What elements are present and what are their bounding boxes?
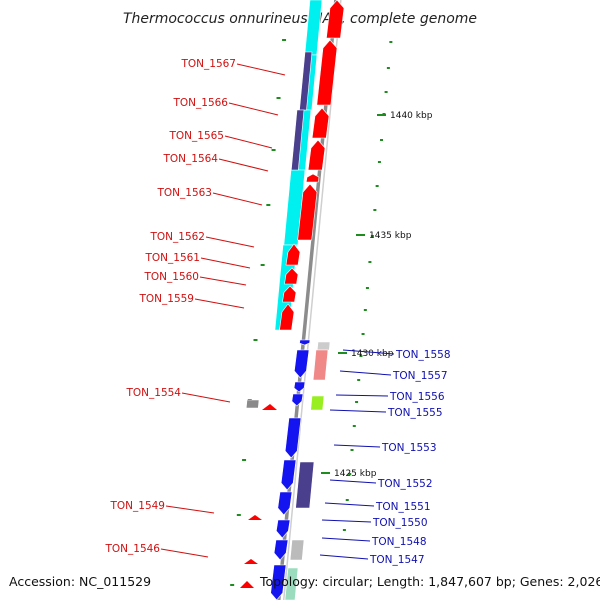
cyan-gene-block (283, 169, 306, 246)
right-gene-label[interactable]: TON_1558 (395, 349, 451, 361)
right-gene-label[interactable]: TON_1557 (392, 370, 448, 382)
right-label-leader (342, 349, 395, 355)
green-gene-block (310, 395, 325, 411)
left-gene-label[interactable]: TON_1567 (180, 58, 236, 70)
navy-gene-block (299, 51, 313, 111)
red-gene-arrow (240, 581, 254, 588)
blue-gene-arrow (291, 393, 304, 407)
right-label-leader (324, 502, 375, 507)
red-gene-arrow (285, 243, 301, 266)
left-label-leader (181, 392, 231, 403)
pink-gene-block (312, 349, 329, 381)
gene-features (240, 0, 345, 600)
blue-gene-arrow (273, 539, 289, 561)
left-label-leader (218, 158, 269, 172)
red-gene-arrow (316, 39, 338, 106)
red-gene-arrow (279, 303, 295, 331)
blue-gene-arrow (270, 564, 287, 600)
scale-label: 1435 kbp (369, 231, 412, 241)
navy-gene-block (295, 461, 315, 509)
left-gene-label[interactable]: TON_1554 (125, 387, 181, 399)
red-gene-arrow (284, 267, 299, 285)
right-gene-label[interactable]: TON_1552 (377, 478, 433, 490)
red-gene-arrow (305, 173, 320, 183)
red-gene-arrow (244, 559, 258, 564)
right-label-leader (329, 479, 377, 484)
cyan-gene-block (304, 0, 323, 56)
blue-gene-arrow (299, 339, 311, 346)
left-gene-label[interactable]: TON_1563 (156, 187, 212, 199)
genome-summary-text: Topology: circular; Length: 1,847,607 bp… (259, 574, 600, 589)
right-gene-label[interactable]: TON_1556 (389, 391, 445, 403)
left-label-leader (160, 548, 209, 558)
right-gene-labels: TON_1558 TON_1557 TON_1556 TON_1555 TON_1553… (319, 349, 451, 566)
left-gene-label[interactable]: TON_1565 (168, 130, 224, 142)
blue-gene-arrow (277, 491, 293, 516)
left-gene-label[interactable]: TON_1561 (144, 252, 200, 264)
scale-label: 1440 kbp (390, 111, 433, 121)
right-label-leader (321, 537, 371, 542)
right-label-leader (319, 554, 369, 560)
teal-gene-block (284, 567, 299, 600)
left-label-leader (199, 276, 247, 286)
left-label-leader (228, 102, 279, 116)
gray-gene-block (245, 399, 260, 409)
left-gene-label[interactable]: TON_1560 (143, 271, 199, 283)
right-gene-label[interactable]: TON_1553 (381, 442, 437, 454)
red-gene-arrow (311, 107, 330, 139)
gray-gene-block (316, 341, 331, 351)
left-gene-label[interactable]: TON_1562 (149, 231, 205, 243)
blue-gene-arrow (294, 349, 310, 379)
blue-gene-arrow (280, 459, 297, 491)
left-gene-labels: TON_1567 TON_1566 TON_1565 TON_1564 TON_1563… (104, 58, 286, 558)
right-gene-label[interactable]: TON_1548 (371, 536, 427, 548)
left-label-leader (224, 135, 273, 149)
left-label-leader (212, 192, 263, 206)
red-gene-arrow (248, 515, 262, 520)
blue-gene-arrow (275, 519, 291, 539)
right-label-leader (329, 409, 387, 413)
accession-text: Accession: NC_011529 (9, 574, 151, 589)
left-label-leader (200, 257, 251, 269)
gray-gene-block (289, 539, 305, 561)
scale-label: 1430 kbp (351, 349, 394, 359)
right-gene-label[interactable]: TON_1547 (369, 554, 425, 566)
left-label-leader (205, 236, 255, 248)
left-gene-label[interactable]: TON_1566 (172, 97, 228, 109)
right-gene-label[interactable]: TON_1550 (372, 517, 428, 529)
red-gene-arrow (326, 0, 345, 39)
blue-gene-arrow (293, 381, 306, 393)
left-label-leader (236, 63, 286, 76)
right-label-leader (335, 394, 389, 397)
navy-gene-block (290, 109, 305, 171)
left-gene-label[interactable]: TON_1546 (104, 543, 160, 555)
left-gene-label[interactable]: TON_1564 (162, 153, 218, 165)
left-label-leader (194, 298, 245, 309)
right-gene-label[interactable]: TON_1555 (387, 407, 443, 419)
red-gene-arrow (262, 404, 277, 410)
red-gene-arrow (297, 183, 318, 241)
right-label-leader (321, 519, 372, 523)
left-gene-label[interactable]: TON_1549 (109, 500, 165, 512)
right-label-leader (339, 370, 392, 376)
scale-labels: 1440 kbp 1435 kbp 1430 kbp 1425 kbp (321, 111, 433, 479)
scale-label: 1425 kbp (334, 469, 377, 479)
blue-gene-arrow (284, 417, 302, 459)
red-gene-arrow (307, 139, 326, 171)
left-gene-label[interactable]: TON_1559 (138, 293, 194, 305)
right-label-leader (333, 444, 381, 448)
map-title: Thermococcus onnurineus NA1, complete ge… (123, 11, 477, 27)
right-gene-label[interactable]: TON_1551 (375, 501, 431, 513)
red-gene-arrow (282, 285, 297, 303)
left-label-leader (165, 505, 215, 514)
